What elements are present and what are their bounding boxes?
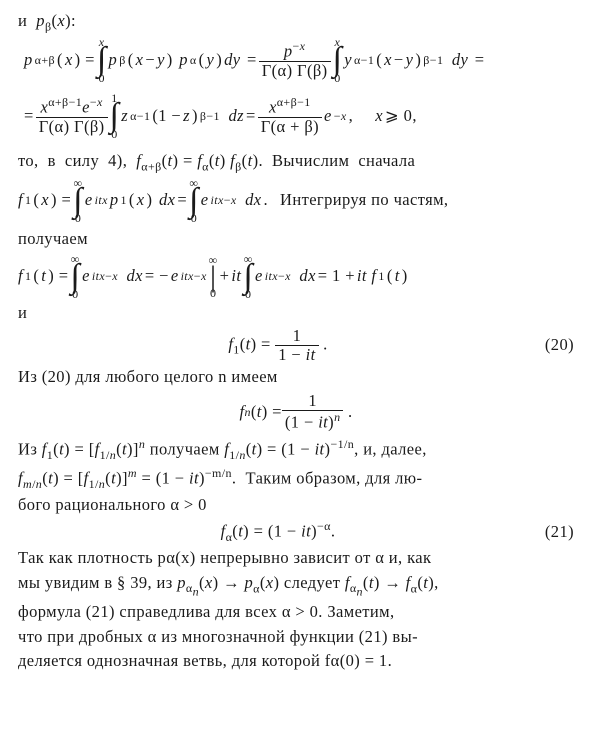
equation-palphabeta: pα+β(x) = x∫0 pβ(x−y) pα(y)dy = p−xΓ(α) … (18, 36, 574, 84)
text-line: деляется однозначная ветвь, для которой … (18, 650, 574, 672)
equation-f1-def: f1(x) = ∞∫0 eitxp1(x) dx = ∞∫0 eitx−x dx… (18, 177, 574, 225)
equation-number: (21) (538, 521, 574, 543)
equation-f1-parts: f1(t) = ∞∫0 eitx−x dx = − eitx−x ∞|0 + i… (18, 253, 574, 301)
text-line: Из f1(t) = [f1/n(t)]n получаем f1/n(t) =… (18, 436, 574, 463)
text-line: что при дробных α из многозначной функци… (18, 626, 574, 648)
text-line: мы увидим в § 39, из pαn(x) → pα(x) след… (18, 572, 574, 600)
text-line: fm/n(t) = [f1/n(t)]m = (1 − it)−m/n. Так… (18, 465, 574, 492)
equation-fn: fn(t) = 1(1 − it)n . (18, 392, 574, 432)
text-line: и (18, 302, 574, 324)
text-line: бого рационального α > 0 (18, 494, 574, 516)
text-line: Так как плотность pα(x) непрерывно завис… (18, 547, 574, 569)
text-line: то, в силу 4), fα+β(t) = fα(t) fβ(t). Вы… (18, 150, 574, 174)
equation-21: fα(t) = (1 − it)−α. (21) (18, 518, 574, 545)
equation-number: (20) (538, 334, 574, 356)
equation-20: f1(t) = 11 − it . (20) (18, 327, 574, 364)
text-inline: Интегрируя по частям, (280, 189, 448, 211)
equation-palphabeta-2: = xα+β−1e−xΓ(α) Γ(β) 1∫0 zα−1(1 − z)β−1 … (18, 92, 574, 140)
text-line: формула (21) справедлива для всех α > 0.… (18, 601, 574, 623)
text-line: Из (20) для любого целого n имеем (18, 366, 574, 388)
text-line: получаем (18, 228, 574, 250)
text-line: и pβ(x): (18, 10, 574, 34)
